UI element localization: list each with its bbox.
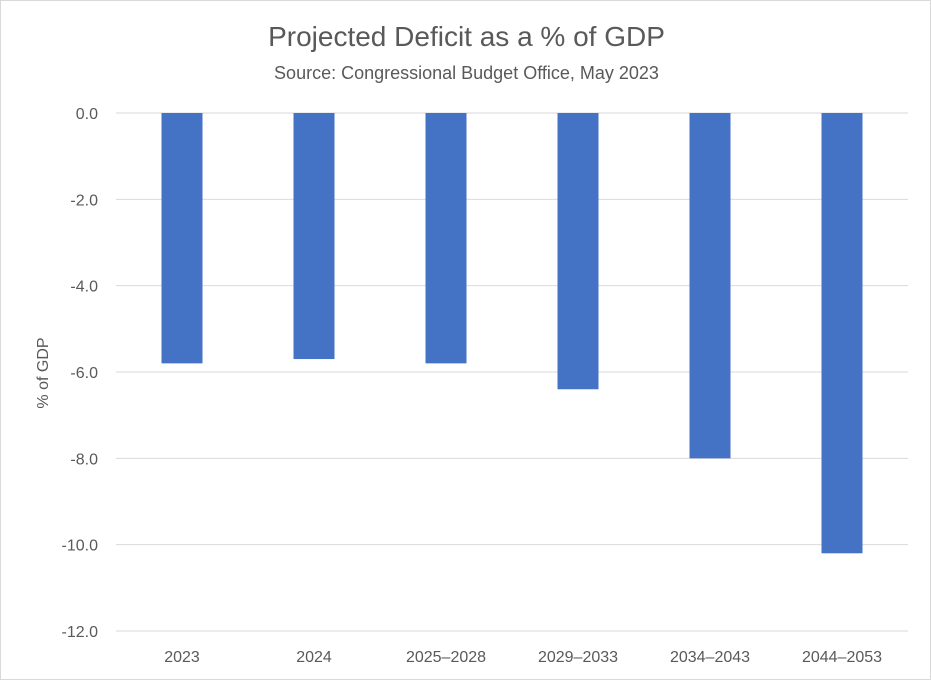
bar <box>425 113 467 364</box>
y-axis-tick-labels: 0.0 -2.0 -4.0 -6.0 -8.0 -10.0 -12.0 <box>62 106 99 641</box>
gridlines <box>116 112 908 632</box>
bar <box>557 113 599 390</box>
x-tick-label: 2024 <box>296 649 332 666</box>
x-tick-label: 2034–2043 <box>670 649 750 666</box>
x-tick-label: 2029–2033 <box>538 649 618 666</box>
y-tick-label: -10.0 <box>62 538 99 555</box>
chart-title: Projected Deficit as a % of GDP <box>268 21 665 52</box>
bars <box>161 113 863 554</box>
x-tick-label: 2044–2053 <box>802 649 882 666</box>
bar <box>821 113 863 554</box>
y-axis-title: % of GDP <box>35 337 52 408</box>
y-tick-label: -4.0 <box>70 279 98 296</box>
bar <box>161 113 203 364</box>
x-tick-label: 2023 <box>164 649 200 666</box>
y-tick-label: -12.0 <box>62 624 99 641</box>
y-tick-label: 0.0 <box>76 106 98 123</box>
y-tick-label: -8.0 <box>70 451 98 468</box>
chart-subtitle: Source: Congressional Budget Office, May… <box>274 63 659 83</box>
bar <box>689 113 731 459</box>
y-tick-label: -2.0 <box>70 192 98 209</box>
x-tick-label: 2025–2028 <box>406 649 486 666</box>
y-tick-label: -6.0 <box>70 365 98 382</box>
bar <box>293 113 335 360</box>
x-axis-tick-labels: 2023 2024 2025–2028 2029–2033 2034–2043 2044–… <box>164 649 882 666</box>
